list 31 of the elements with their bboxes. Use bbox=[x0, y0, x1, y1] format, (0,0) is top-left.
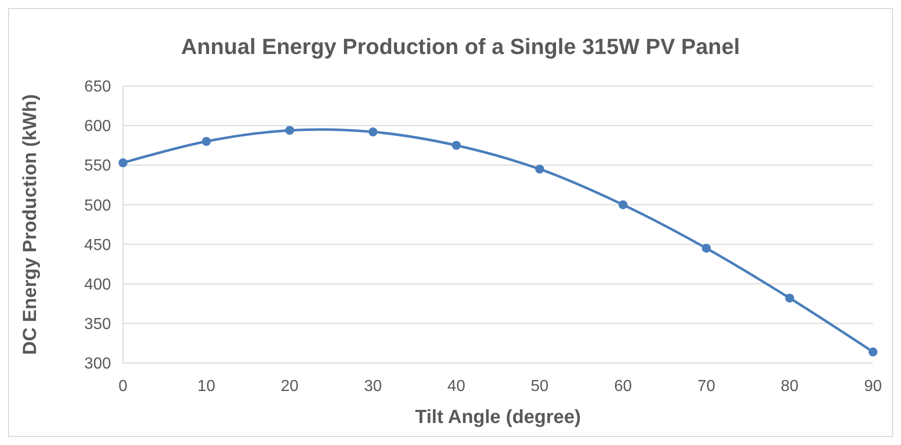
point bbox=[868, 347, 878, 356]
y-tick-label: 600 bbox=[84, 118, 112, 136]
point bbox=[118, 158, 128, 168]
point bbox=[702, 244, 711, 253]
x-tick-label: 30 bbox=[364, 378, 382, 395]
point bbox=[535, 164, 544, 174]
y-tick-label: 450 bbox=[84, 236, 112, 254]
x-axis-title: Tilt Angle (degree) bbox=[415, 407, 581, 428]
y-tick-label: 550 bbox=[84, 158, 112, 175]
x-tick-label: 90 bbox=[864, 378, 882, 395]
y-axis-title: DC Energy Production (kWh) bbox=[20, 94, 41, 355]
y-tick-label: 650 bbox=[84, 78, 112, 96]
y-tick-label: 300 bbox=[84, 356, 112, 373]
x-tick-label: 40 bbox=[447, 378, 466, 395]
point bbox=[202, 136, 211, 146]
y-tick-label: 400 bbox=[84, 276, 112, 294]
x-tick-label: 0 bbox=[118, 378, 128, 395]
x-tick-label: 50 bbox=[530, 378, 549, 395]
point bbox=[452, 140, 461, 150]
x-tick-label: 60 bbox=[614, 378, 632, 395]
point bbox=[618, 200, 628, 210]
point bbox=[785, 294, 794, 303]
y-tick-label: 350 bbox=[84, 316, 112, 334]
x-tick-label: 10 bbox=[197, 378, 216, 395]
y-tick-label: 500 bbox=[84, 197, 112, 214]
chart-title: Annual Energy Production of a Single 315W PV Panel bbox=[181, 34, 740, 59]
point bbox=[368, 127, 378, 136]
point bbox=[285, 126, 294, 135]
x-tick-label: 80 bbox=[780, 378, 799, 395]
x-tick-label: 20 bbox=[280, 378, 299, 395]
x-tick-label: 70 bbox=[697, 378, 716, 395]
